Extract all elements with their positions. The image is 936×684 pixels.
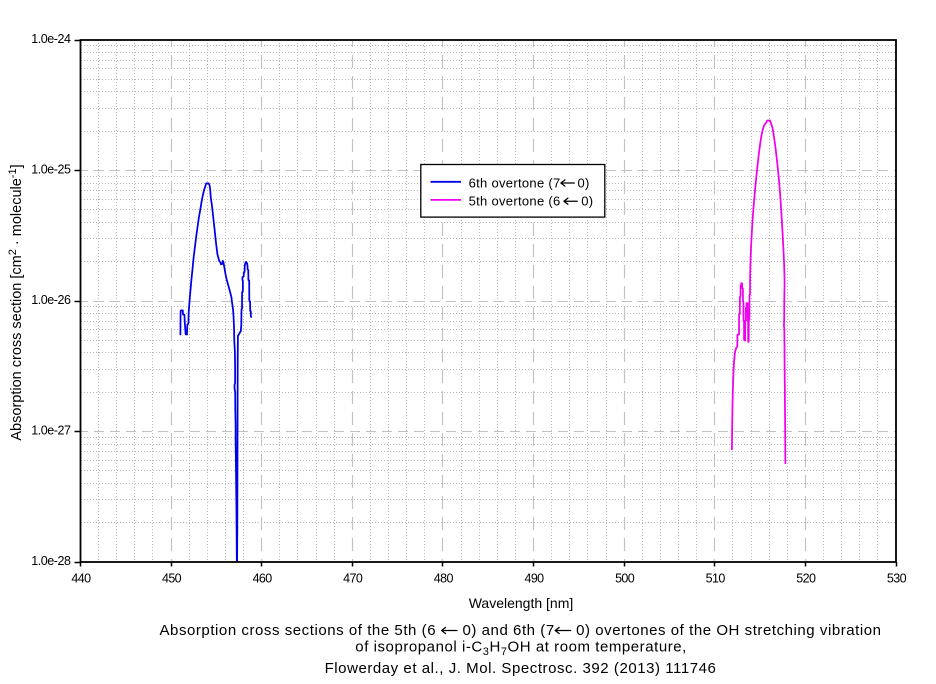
svg-text:520: 520 xyxy=(796,571,816,585)
svg-text:510: 510 xyxy=(706,571,726,585)
svg-text:1.0e-24: 1.0e-24 xyxy=(31,32,71,46)
svg-text:0): 0) xyxy=(581,194,593,209)
svg-text:6th overtone (7: 6th overtone (7 xyxy=(469,175,561,190)
svg-text:1.0e-27: 1.0e-27 xyxy=(31,423,71,437)
svg-text:0): 0) xyxy=(578,175,590,190)
svg-text:Absorption cross sections of t: Absorption cross sections of the 5th (6 xyxy=(160,622,437,639)
svg-text:440: 440 xyxy=(71,571,91,585)
svg-text:1.0e-28: 1.0e-28 xyxy=(31,554,71,568)
svg-text:Flowerday et al., J. Mol. Spec: Flowerday et al., J. Mol. Spectrosc. 392… xyxy=(325,660,717,677)
svg-text:480: 480 xyxy=(434,571,454,585)
svg-text:of isopropanol i-C3H7OH at roo: of isopropanol i-C3H7OH at room temperat… xyxy=(355,638,687,658)
svg-text:Wavelength [nm]: Wavelength [nm] xyxy=(469,595,574,611)
svg-text:450: 450 xyxy=(162,571,182,585)
svg-text:Absorption cross section [cm2: Absorption cross section [cm2 · molecule… xyxy=(7,164,25,440)
svg-text:5th overtone (6: 5th overtone (6 xyxy=(469,194,561,209)
svg-text:1.0e-26: 1.0e-26 xyxy=(31,293,71,307)
svg-text:0) and 6th (7: 0) and 6th (7 xyxy=(463,622,555,639)
svg-text:500: 500 xyxy=(615,571,635,585)
svg-text:530: 530 xyxy=(887,571,907,585)
svg-text:0) overtones of the OH stretch: 0) overtones of the OH stretching vibrat… xyxy=(576,622,881,639)
svg-text:460: 460 xyxy=(253,571,273,585)
svg-text:470: 470 xyxy=(343,571,363,585)
svg-text:490: 490 xyxy=(524,571,544,585)
svg-text:1.0e-25: 1.0e-25 xyxy=(31,162,71,176)
